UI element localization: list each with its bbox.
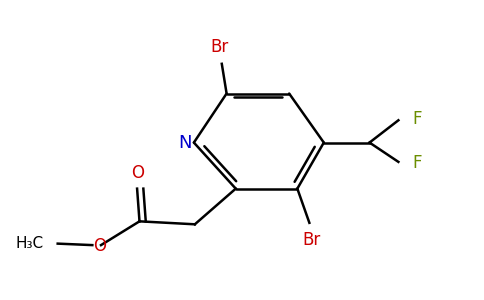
Text: Br: Br (210, 38, 228, 56)
Text: F: F (412, 154, 422, 172)
Text: N: N (178, 134, 192, 152)
Text: O: O (93, 237, 106, 255)
Text: F: F (412, 110, 422, 128)
Text: H₃C: H₃C (15, 236, 44, 251)
Text: O: O (131, 164, 144, 182)
Text: Br: Br (302, 231, 321, 249)
